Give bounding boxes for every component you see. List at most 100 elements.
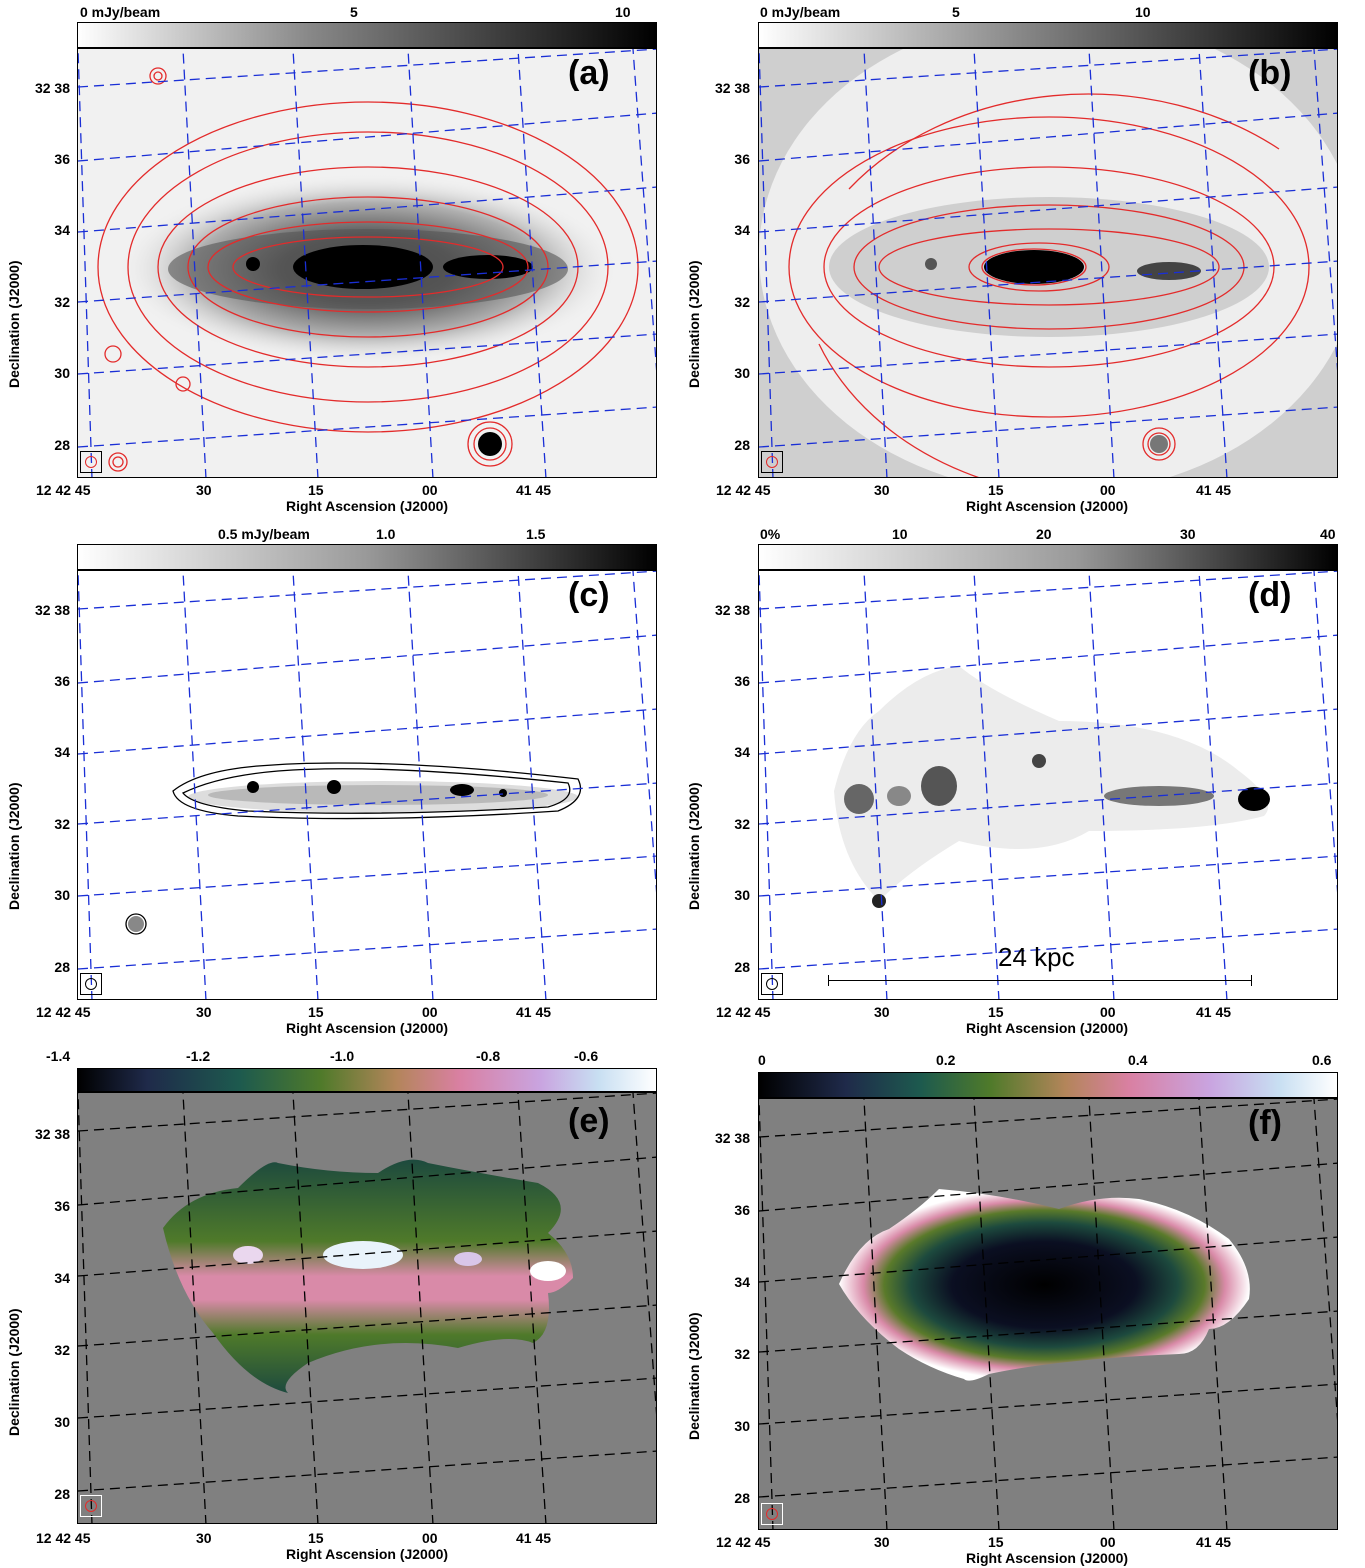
ytick-c-5: 28 bbox=[54, 959, 70, 975]
ytick-e-3: 32 bbox=[54, 1342, 70, 1358]
ytick-b-3: 32 bbox=[734, 294, 750, 310]
ytick-c-0: 32 38 bbox=[34, 602, 70, 618]
image-a-svg bbox=[78, 49, 656, 477]
panel-a: 0 mJy/beam 5 10 bbox=[0, 0, 680, 520]
xtick-d-2: 15 bbox=[988, 1004, 1004, 1020]
ytick-f-5: 28 bbox=[734, 1490, 750, 1506]
ytick-d-4: 30 bbox=[734, 887, 750, 903]
ytick-b-1: 36 bbox=[734, 151, 750, 167]
colorbar-e-tick-1: -1.2 bbox=[186, 1048, 211, 1064]
polarization-image-d bbox=[758, 570, 1338, 1000]
ytick-d-2: 34 bbox=[734, 744, 750, 760]
ytick-a-4: 30 bbox=[54, 365, 70, 381]
ytick-b-0: 32 38 bbox=[714, 80, 750, 96]
xtick-a-0: 12 42 45 bbox=[36, 482, 91, 498]
ytitle-c: Declination (J2000) bbox=[6, 782, 22, 910]
ytitle-b: Declination (J2000) bbox=[686, 260, 702, 388]
colorbar-c bbox=[77, 544, 657, 570]
xtick-b-4: 41 45 bbox=[1196, 482, 1232, 498]
scale-bar-label: 24 kpc bbox=[998, 942, 1075, 972]
spectral-index-image-e bbox=[77, 1092, 657, 1524]
colorbar-d-tick-4: 40 bbox=[1320, 526, 1336, 542]
beam-marker-d bbox=[761, 973, 783, 995]
ytick-d-1: 36 bbox=[734, 673, 750, 689]
colorbar-e-tick-4: -0.6 bbox=[574, 1048, 599, 1064]
xtick-a-4: 41 45 bbox=[516, 482, 552, 498]
xtick-e-4: 41 45 bbox=[516, 1530, 552, 1546]
xtick-d-0: 12 42 45 bbox=[716, 1004, 771, 1020]
radio-image-b bbox=[758, 48, 1338, 478]
panel-label-d: (d) bbox=[1248, 576, 1292, 614]
xtitle-a: Right Ascension (J2000) bbox=[286, 498, 449, 514]
colorbar-b-tick-0: 0 mJy/beam bbox=[760, 4, 841, 20]
panel-b: 0 mJy/beam 5 10 bbox=[680, 0, 1365, 520]
colorbar-c-tick-0: 0.5 mJy/beam bbox=[218, 526, 310, 542]
ytick-b-4: 30 bbox=[734, 365, 750, 381]
xtick-f-3: 00 bbox=[1100, 1534, 1116, 1550]
ytick-f-4: 30 bbox=[734, 1418, 750, 1434]
ytick-d-0: 32 38 bbox=[714, 602, 750, 618]
panel-d: 0% 10 20 30 40 bbox=[680, 522, 1365, 1042]
xtick-d-1: 30 bbox=[874, 1004, 890, 1020]
beam-marker-c bbox=[80, 973, 102, 995]
xtick-b-0: 12 42 45 bbox=[716, 482, 771, 498]
ytitle-e: Declination (J2000) bbox=[6, 1308, 22, 1436]
xtick-c-0: 12 42 45 bbox=[36, 1004, 91, 1020]
xtick-c-3: 00 bbox=[422, 1004, 438, 1020]
colorbar-d-tick-0: 0% bbox=[760, 526, 781, 542]
xtitle-f: Right Ascension (J2000) bbox=[966, 1550, 1129, 1566]
image-b-svg bbox=[759, 49, 1337, 477]
colorbar-e-tick-2: -1.0 bbox=[330, 1048, 355, 1064]
image-f-svg bbox=[759, 1099, 1337, 1529]
xtick-d-3: 00 bbox=[1100, 1004, 1116, 1020]
colorbar-e-tick-3: -0.8 bbox=[476, 1048, 501, 1064]
xtick-a-1: 30 bbox=[196, 482, 212, 498]
xtick-e-0: 12 42 45 bbox=[36, 1530, 91, 1546]
colorbar-e-tick-0: -1.4 bbox=[46, 1048, 71, 1064]
ytick-c-4: 30 bbox=[54, 887, 70, 903]
xtick-e-2: 15 bbox=[308, 1530, 324, 1546]
ytick-b-5: 28 bbox=[734, 437, 750, 453]
xtitle-e: Right Ascension (J2000) bbox=[286, 1546, 449, 1562]
ytick-d-3: 32 bbox=[734, 816, 750, 832]
colorbar-d-tick-1: 10 bbox=[892, 526, 908, 542]
xtick-f-2: 15 bbox=[988, 1534, 1004, 1550]
beam-marker-a bbox=[80, 451, 102, 473]
ytick-e-1: 36 bbox=[54, 1198, 70, 1214]
xtick-e-1: 30 bbox=[196, 1530, 212, 1546]
xtick-b-3: 00 bbox=[1100, 482, 1116, 498]
ytick-f-1: 36 bbox=[734, 1202, 750, 1218]
panel-label-e: (e) bbox=[568, 1102, 610, 1140]
xtick-f-4: 41 45 bbox=[1196, 1534, 1232, 1550]
ytick-b-2: 34 bbox=[734, 222, 750, 238]
colorbar-f-tick-0: 0 bbox=[758, 1052, 766, 1068]
colorbar-a-tick-2: 10 bbox=[615, 4, 631, 20]
ytitle-f: Declination (J2000) bbox=[686, 1312, 702, 1440]
ytick-f-3: 32 bbox=[734, 1346, 750, 1362]
ytick-a-0: 32 38 bbox=[34, 80, 70, 96]
image-c-svg bbox=[78, 571, 656, 999]
image-e-svg bbox=[78, 1093, 656, 1523]
ytick-f-0: 32 38 bbox=[714, 1130, 750, 1146]
ytick-e-5: 28 bbox=[54, 1486, 70, 1502]
xtick-a-2: 15 bbox=[308, 482, 324, 498]
beam-marker-f bbox=[761, 1503, 783, 1525]
panel-e: -1.4 -1.2 -1.0 -0.8 -0.6 bbox=[0, 1044, 680, 1568]
panel-c: 0.5 mJy/beam 1.0 1.5 bbox=[0, 522, 680, 1042]
ytick-a-5: 28 bbox=[54, 437, 70, 453]
xtitle-d: Right Ascension (J2000) bbox=[966, 1020, 1129, 1036]
xtick-f-0: 12 42 45 bbox=[716, 1534, 771, 1550]
xtick-c-1: 30 bbox=[196, 1004, 212, 1020]
ytick-e-2: 34 bbox=[54, 1270, 70, 1286]
xtick-c-2: 15 bbox=[308, 1004, 324, 1020]
colorbar-b-tick-2: 10 bbox=[1135, 4, 1151, 20]
xtick-c-4: 41 45 bbox=[516, 1004, 552, 1020]
colorbar-f-tick-1: 0.2 bbox=[936, 1052, 956, 1068]
ytick-c-2: 34 bbox=[54, 744, 70, 760]
ytick-f-2: 34 bbox=[734, 1274, 750, 1290]
colorbar-c-tick-1: 1.0 bbox=[376, 526, 396, 542]
xtick-a-3: 00 bbox=[422, 482, 438, 498]
colorbar-a-tick-0: 0 mJy/beam bbox=[80, 4, 161, 20]
error-map-image-f bbox=[758, 1098, 1338, 1530]
panel-f: 0 0.2 0.4 0.6 bbox=[680, 1044, 1365, 1568]
